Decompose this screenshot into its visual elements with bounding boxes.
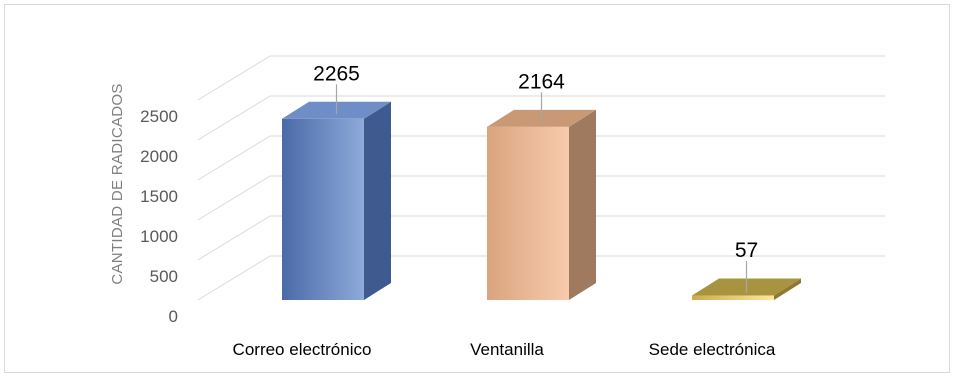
data-labels: 2265 2164 57 — [313, 62, 758, 293]
y-axis-title: CANTIDAD DE RADICADOS — [109, 83, 126, 284]
gridline-side — [197, 175, 271, 221]
bar-side-face — [569, 109, 596, 300]
bar-front-face — [692, 295, 774, 300]
gridline-side — [197, 95, 271, 141]
gridline-side — [197, 215, 271, 261]
category-label: Ventanilla — [470, 340, 544, 359]
y-tick-label: 2500 — [140, 107, 178, 126]
y-tick-label: 500 — [150, 267, 178, 286]
y-tick-label: 0 — [169, 307, 178, 326]
data-label: 2164 — [518, 70, 565, 93]
chart-frame — [4, 4, 950, 373]
y-tick-label: 2000 — [140, 147, 178, 166]
gridline-side — [197, 135, 271, 181]
bar-front-face — [487, 126, 569, 300]
bars — [282, 101, 801, 300]
y-tick-label: 1500 — [140, 187, 178, 206]
data-label: 2265 — [313, 62, 360, 85]
category-label: Correo electrónico — [233, 340, 372, 359]
bar-1 — [282, 101, 391, 300]
gridline-side — [197, 55, 271, 101]
y-axis-tick-labels: 0 500 1000 1500 2000 2500 — [140, 107, 178, 326]
category-label: Sede electrónica — [649, 340, 776, 359]
data-label: 57 — [735, 239, 758, 262]
y-tick-label: 1000 — [140, 227, 178, 246]
gridline-side — [197, 255, 271, 301]
bar-side-face — [774, 278, 801, 300]
bar-front-face — [282, 118, 364, 300]
bar-2 — [487, 109, 596, 300]
bar-side-face — [364, 101, 391, 300]
category-labels: Correo electrónico Ventanilla Sede electró… — [233, 340, 776, 359]
